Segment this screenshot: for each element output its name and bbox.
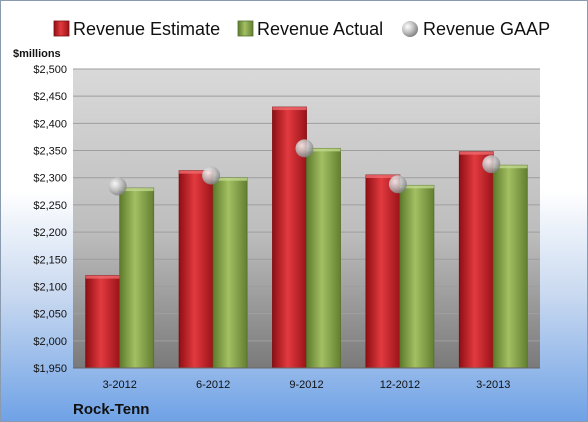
bar-revenue-actual [119,187,155,369]
legend-marker-gaap [402,21,418,37]
bar-revenue-actual [212,177,248,369]
y-tick-label: $2,250 [33,200,67,212]
legend-label-gaap: Revenue GAAP [423,19,550,39]
y-tick-label: $2,000 [33,336,67,348]
legend: Revenue Estimate Revenue Actual Revenue … [53,19,550,39]
x-tick-label: 6-2012 [196,379,230,391]
x-tick-label: 3-2012 [103,379,137,391]
marker-revenue-gaap [482,155,501,174]
y-tick-label: $2,150 [33,254,67,266]
gaap-markers-group [108,139,501,196]
bar-top-actual [213,177,248,181]
bar-top-actual [119,188,154,192]
company-label: Rock-Tenn [73,401,149,418]
y-axis-ticks: $1,950 $2,000 $2,050 $2,100 $2,150 $2,200 $2,2… [33,64,67,375]
bar-top-actual [493,165,528,169]
y-tick-label: $1,950 [33,363,67,375]
y-tick-label: $2,050 [33,309,67,321]
x-tick-label: 9-2012 [289,379,323,391]
bar-revenue-estimate [365,174,401,369]
y-tick-label: $2,100 [33,281,67,293]
bar-revenue-estimate [458,151,494,369]
bar-revenue-estimate [85,275,121,369]
marker-revenue-gaap [388,175,407,194]
legend-swatch-estimate [53,20,70,37]
bar-revenue-actual [492,164,528,369]
bar-top-actual [399,185,434,189]
bar-revenue-actual [306,147,341,369]
x-axis-ticks: 3-2012 6-2012 9-2012 12-2012 3-2013 [73,367,540,391]
bar-top-estimate [179,170,214,174]
y-tick-label: $2,350 [33,146,67,158]
y-tick-label: $2,500 [33,64,67,76]
bar-top-estimate [365,175,400,179]
marker-revenue-gaap [108,177,127,196]
bar-top-estimate [85,275,120,279]
y-tick-label: $2,200 [33,227,67,239]
marker-revenue-gaap [295,139,314,158]
bar-top-actual [306,148,341,152]
bar-revenue-actual [399,184,435,369]
legend-label-estimate: Revenue Estimate [73,19,220,39]
bar-top-estimate [459,151,494,155]
y-unit-label: $millions [13,48,61,60]
marker-revenue-gaap [202,166,221,185]
legend-swatch-actual [237,20,254,37]
legend-label-actual: Revenue Actual [257,19,383,39]
x-tick-label: 12-2012 [380,379,420,391]
bar-revenue-estimate [178,170,214,369]
y-tick-label: $2,400 [33,118,67,130]
bar-top-estimate [272,107,307,111]
bars-group [85,106,528,369]
x-tick-label: 3-2013 [476,379,510,391]
y-tick-label: $2,450 [33,91,67,103]
y-tick-label: $2,300 [33,173,67,185]
